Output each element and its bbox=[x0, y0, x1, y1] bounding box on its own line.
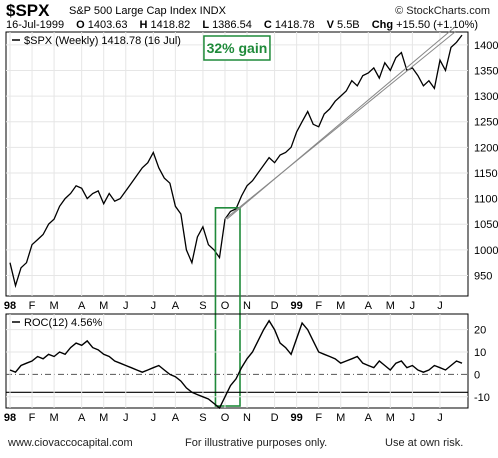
price-x-tick-label: D bbox=[271, 300, 279, 312]
price-x-tick-label: M bbox=[99, 300, 108, 312]
price-x-tick-label: 99 bbox=[291, 300, 303, 312]
volume-label: V bbox=[326, 19, 335, 31]
low-value: 1386.54 bbox=[212, 19, 252, 31]
gain-highlight-box bbox=[214, 207, 241, 407]
roc-x-tick-label: N bbox=[243, 412, 251, 424]
roc-x-tick-label: M bbox=[50, 412, 59, 424]
price-x-tick-label: J bbox=[123, 300, 129, 312]
brand-label: © StockCharts.com bbox=[395, 5, 490, 17]
roc-x-tick-label: J bbox=[151, 412, 157, 424]
price-x-tick-label: O bbox=[221, 300, 230, 312]
price-y-tick-label: 950 bbox=[474, 270, 492, 282]
roc-x-tick-label: J bbox=[437, 412, 443, 424]
price-x-tick-label: M bbox=[50, 300, 59, 312]
roc-panel-frame bbox=[5, 313, 469, 409]
roc-y-tick-label: 0 bbox=[474, 369, 480, 381]
price-x-tick-label: M bbox=[336, 300, 345, 312]
roc-y-tick-label: 10 bbox=[474, 347, 486, 359]
price-x-tick-label: S bbox=[199, 300, 206, 312]
volume-value: 5.5B bbox=[337, 19, 360, 31]
roc-x-tick-label: S bbox=[199, 412, 206, 424]
price-x-tick-label: J bbox=[410, 300, 416, 312]
chart-symbol: $SPX bbox=[6, 1, 50, 20]
price-x-tick-label: J bbox=[437, 300, 443, 312]
gain-label-text: 32% gain bbox=[207, 40, 268, 56]
roc-x-tick-label: M bbox=[386, 412, 395, 424]
roc-x-tick-label: F bbox=[315, 412, 322, 424]
chart-name: S&P 500 Large Cap Index INDX bbox=[69, 5, 226, 17]
spx-price-line bbox=[9, 34, 463, 289]
price-y-tick-label: 1000 bbox=[474, 245, 498, 257]
open-value: 1403.63 bbox=[87, 19, 128, 31]
price-x-tick-label: A bbox=[78, 300, 86, 312]
price-x-tick-label: F bbox=[29, 300, 36, 312]
roc-y-tick-label: -10 bbox=[474, 392, 490, 404]
roc-x-tick-label: F bbox=[29, 412, 36, 424]
close-value: 1418.78 bbox=[274, 19, 315, 31]
price-panel-frame bbox=[5, 31, 469, 297]
roc-x-tick-label: M bbox=[99, 412, 108, 424]
gain-label-box bbox=[203, 35, 271, 61]
price-x-tick-label: A bbox=[365, 300, 373, 312]
roc-x-tick-label: J bbox=[410, 412, 416, 424]
price-y-tick-label: 1050 bbox=[474, 219, 498, 231]
price-x-tick-label: 98 bbox=[4, 300, 16, 312]
roc-y-tick-label: 20 bbox=[474, 325, 486, 337]
low-label: L bbox=[202, 19, 210, 31]
change-label: Chg bbox=[371, 19, 394, 31]
roc-legend-label: ROC(12) 4.56% bbox=[24, 317, 102, 329]
close-label: C bbox=[263, 19, 272, 31]
ohlc-readout: 16-Jul-1999 O 1403.63 H 1418.82 L 1386.54 C… bbox=[6, 19, 478, 31]
price-x-tick-label: F bbox=[315, 300, 322, 312]
roc-legend: ROC(12) 4.56% bbox=[12, 317, 102, 329]
roc-x-tick-label: 98 bbox=[4, 412, 16, 424]
price-legend-label: $SPX (Weekly) 1418.78 (16 Jul) bbox=[24, 35, 181, 47]
high-label: H bbox=[139, 19, 148, 31]
gain-arrow-line-2 bbox=[226, 25, 457, 220]
footer-website: www.ciovaccocapital.com bbox=[8, 437, 133, 449]
roc-x-tick-label: M bbox=[336, 412, 345, 424]
roc-x-tick-label: O bbox=[221, 412, 230, 424]
price-y-tick-label: 1200 bbox=[474, 142, 498, 154]
footer-risk: Use at own risk. bbox=[385, 437, 464, 449]
price-y-tick-label: 1400 bbox=[474, 40, 498, 52]
price-y-tick-label: 1350 bbox=[474, 65, 498, 77]
roc-x-tick-label: A bbox=[172, 412, 180, 424]
roc-x-tick-label: A bbox=[365, 412, 373, 424]
price-x-tick-label: J bbox=[151, 300, 157, 312]
price-y-tick-label: 1250 bbox=[474, 117, 498, 129]
price-x-tick-label: M bbox=[386, 300, 395, 312]
price-x-tick-label: A bbox=[172, 300, 180, 312]
high-value: 1418.82 bbox=[150, 19, 191, 31]
price-y-tick-label: 1300 bbox=[474, 91, 498, 103]
date-value: 16-Jul-1999 bbox=[6, 19, 65, 31]
footer-disclaimer: For illustrative purposes only. bbox=[185, 437, 328, 449]
roc-x-tick-label: A bbox=[78, 412, 86, 424]
roc-line bbox=[9, 319, 463, 410]
open-label: O bbox=[76, 19, 85, 31]
price-x-tick-label: N bbox=[243, 300, 251, 312]
roc-x-tick-label: 99 bbox=[291, 412, 303, 424]
roc-x-tick-label: D bbox=[271, 412, 279, 424]
price-y-tick-label: 1150 bbox=[474, 168, 498, 180]
change-value: +15.50 (+1.10%) bbox=[396, 19, 479, 31]
roc-x-tick-label: J bbox=[123, 412, 129, 424]
price-y-tick-label: 1100 bbox=[474, 194, 498, 206]
price-legend: $SPX (Weekly) 1418.78 (16 Jul) bbox=[12, 35, 181, 47]
